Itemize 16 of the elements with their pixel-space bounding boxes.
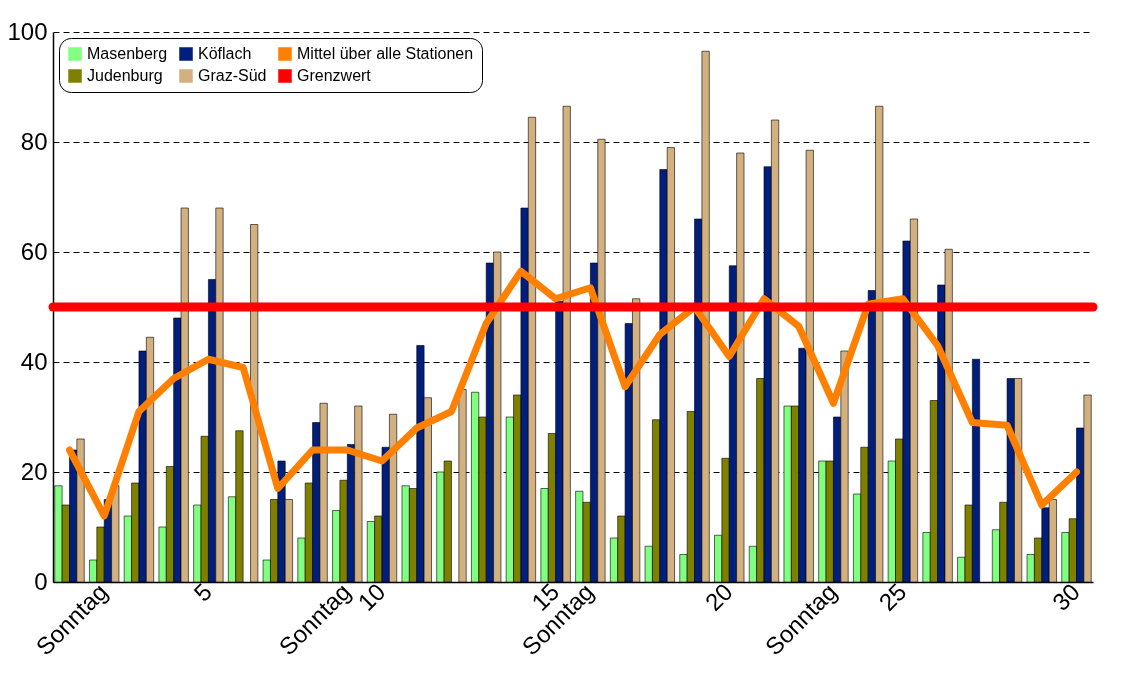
x-tick-label: 25 [873, 577, 912, 616]
y-tick-label: 60 [20, 237, 48, 265]
legend-label: Köflach [198, 45, 252, 62]
legend-label: Judenburg [87, 67, 163, 84]
legend-label: Masenberg [87, 45, 168, 62]
y-tick-label: 20 [20, 457, 48, 485]
legend-label: Grenzwert [297, 67, 372, 84]
legend-label: Mittel über alle Stationen [297, 45, 474, 62]
y-tick-label: 40 [20, 347, 48, 375]
x-tick-label: 20 [699, 577, 738, 616]
x-tick-label: 30 [1047, 577, 1085, 616]
y-tick-label: 80 [20, 127, 48, 155]
legend-label: Graz-Süd [198, 67, 267, 84]
x-tick-label: 10 [352, 577, 391, 616]
x-tick-label: 5 [188, 577, 217, 607]
y-tick-label: 100 [7, 17, 48, 45]
